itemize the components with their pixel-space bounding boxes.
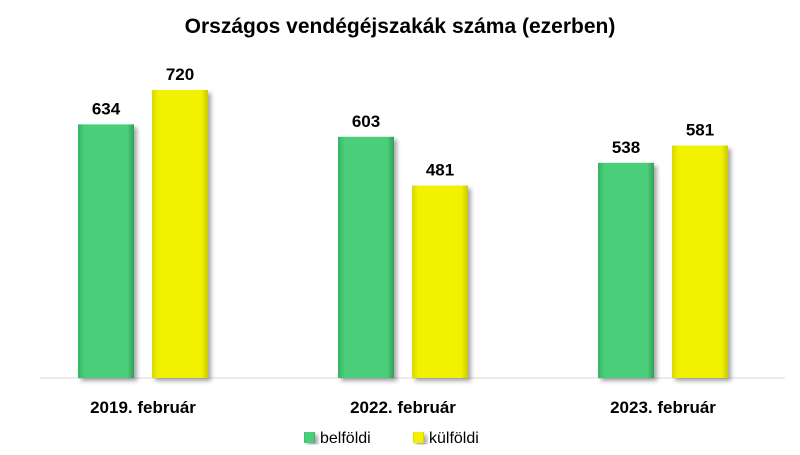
legend-swatch-kulfoldi bbox=[413, 432, 424, 443]
bars-group bbox=[78, 90, 728, 379]
category-labels-group: 2019. február 2022. február 2023. február bbox=[90, 398, 716, 417]
legend-label-belfoldi: belföldi bbox=[320, 430, 371, 447]
bar-kulfoldi-2023-februar bbox=[672, 145, 728, 378]
data-label-belfoldi-2023-februar: 538 bbox=[612, 138, 640, 157]
data-label-kulfoldi-2023-februar: 581 bbox=[686, 121, 714, 140]
chart-title: Országos vendégéjszakák száma (ezerben) bbox=[185, 15, 616, 38]
category-label-2022-februar: 2022. február bbox=[350, 398, 456, 417]
data-label-belfoldi-2019-februar: 634 bbox=[92, 99, 121, 118]
bar-kulfoldi-2019-februar bbox=[152, 90, 208, 378]
bar-belfoldi-2022-februar bbox=[338, 136, 394, 378]
category-label-2019-februar: 2019. február bbox=[90, 398, 196, 417]
legend-label-kulfoldi: külföldi bbox=[429, 430, 479, 447]
data-label-kulfoldi-2019-februar: 720 bbox=[166, 65, 194, 84]
data-label-kulfoldi-2022-februar: 481 bbox=[426, 161, 454, 180]
bar-kulfoldi-2022-februar bbox=[412, 185, 468, 378]
data-label-belfoldi-2022-februar: 603 bbox=[352, 112, 380, 131]
data-labels-group: 634 720 603 481 538 581 bbox=[92, 65, 714, 180]
bar-belfoldi-2019-februar bbox=[78, 124, 134, 379]
legend-swatch-belfoldi bbox=[304, 432, 315, 443]
legend: belföldi külföldi bbox=[304, 430, 479, 447]
category-label-2023-februar: 2023. február bbox=[610, 398, 716, 417]
bar-belfoldi-2023-februar bbox=[598, 162, 654, 378]
